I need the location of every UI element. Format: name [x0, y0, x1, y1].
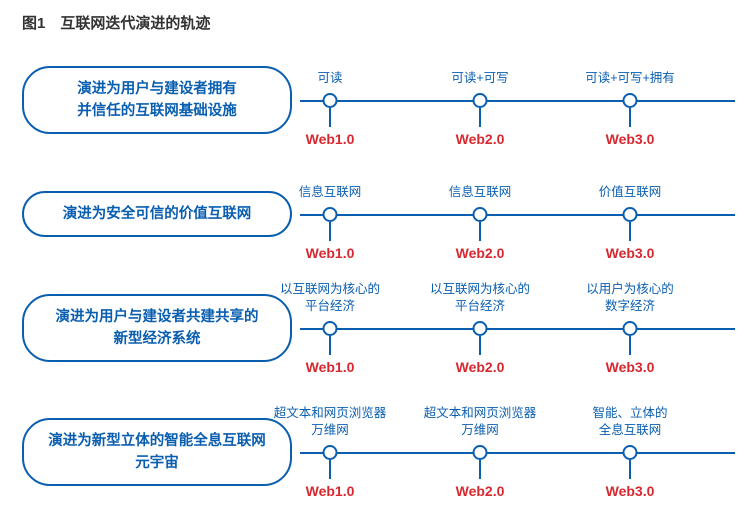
stage-stem: [629, 336, 631, 355]
timeline-stage: 可读+可写 Web2.0: [405, 70, 555, 147]
timeline-stage: 以互联网为核心的平台经济 Web2.0: [405, 281, 555, 375]
stage-marker: [555, 321, 705, 355]
stage-stem: [479, 460, 481, 479]
stage-stem: [329, 222, 331, 241]
figure-title: 图1 互联网迭代演进的轨迹: [22, 12, 210, 33]
stage-stem: [629, 108, 631, 127]
stage-top-label: 以互联网为核心的平台经济: [255, 281, 405, 315]
stage-marker: [255, 445, 405, 479]
stage-bottom-label: Web1.0: [255, 483, 405, 499]
stage-circle-icon: [323, 321, 338, 336]
stage-marker: [555, 207, 705, 241]
stage-marker: [405, 207, 555, 241]
stage-marker: [405, 321, 555, 355]
stage-bottom-label: Web2.0: [405, 245, 555, 261]
stage-stem: [629, 460, 631, 479]
stage-marker: [555, 93, 705, 127]
stage-stem: [479, 108, 481, 127]
stage-circle-icon: [473, 93, 488, 108]
timeline-stage: 可读 Web1.0: [255, 70, 405, 147]
stage-top-label: 超文本和网页浏览器万维网: [255, 405, 405, 439]
stage-bottom-label: Web3.0: [555, 131, 705, 147]
timeline-stage: 超文本和网页浏览器万维网 Web1.0: [255, 405, 405, 499]
evolution-row: 演进为用户与建设者拥有并信任的互联网基础设施可读 Web1.0 可读+可写 Web2.…: [0, 48, 747, 168]
evolution-row: 演进为用户与建设者共建共享的新型经济系统以互联网为核心的平台经济Web1.0以互…: [0, 276, 747, 396]
stage-bottom-label: Web2.0: [405, 359, 555, 375]
stage-bottom-label: Web2.0: [405, 131, 555, 147]
stage-circle-icon: [323, 445, 338, 460]
stage-bottom-label: Web3.0: [555, 245, 705, 261]
stage-circle-icon: [473, 207, 488, 222]
timeline-stage: 信息互联网 Web2.0: [405, 184, 555, 261]
stage-marker: [255, 321, 405, 355]
timeline-stage: 以用户为核心的数字经济 Web3.0: [555, 281, 705, 375]
stage-stem: [329, 108, 331, 127]
timeline-stage: 信息互联网 Web1.0: [255, 184, 405, 261]
stage-circle-icon: [623, 445, 638, 460]
stage-marker: [405, 93, 555, 127]
stage-circle-icon: [623, 321, 638, 336]
stage-marker: [255, 93, 405, 127]
timeline-stage: 智能、立体的全息互联网 Web3.0: [555, 405, 705, 499]
stage-circle-icon: [473, 445, 488, 460]
stage-top-label: 智能、立体的全息互联网: [555, 405, 705, 439]
timeline-stage: 以互联网为核心的平台经济 Web1.0: [255, 281, 405, 375]
stage-top-label: 可读+可写: [405, 70, 555, 87]
stage-top-label: 可读: [255, 70, 405, 87]
stage-top-label: 信息互联网: [255, 184, 405, 201]
stage-bottom-label: Web1.0: [255, 245, 405, 261]
row-label-pill: 演进为安全可信的价值互联网: [22, 191, 292, 237]
stage-bottom-label: Web1.0: [255, 359, 405, 375]
evolution-row: 演进为安全可信的价值互联网信息互联网Web1.0信息互联网Web2.0价值互联网…: [0, 162, 747, 282]
stage-marker: [405, 445, 555, 479]
stage-top-label: 价值互联网: [555, 184, 705, 201]
stage-stem: [329, 460, 331, 479]
stage-stem: [479, 336, 481, 355]
stage-stem: [329, 336, 331, 355]
stage-circle-icon: [323, 93, 338, 108]
timeline-stage: 价值互联网 Web3.0: [555, 184, 705, 261]
stage-bottom-label: Web2.0: [405, 483, 555, 499]
stage-marker: [555, 445, 705, 479]
stage-bottom-label: Web3.0: [555, 483, 705, 499]
stage-stem: [479, 222, 481, 241]
evolution-row: 演进为新型立体的智能全息互联网元宇宙超文本和网页浏览器万维网Web1.0超文本和…: [0, 400, 747, 520]
timeline-stage: 超文本和网页浏览器万维网 Web2.0: [405, 405, 555, 499]
stage-circle-icon: [623, 207, 638, 222]
stage-top-label: 以互联网为核心的平台经济: [405, 281, 555, 315]
stage-circle-icon: [473, 321, 488, 336]
stage-top-label: 超文本和网页浏览器万维网: [405, 405, 555, 439]
stage-top-label: 信息互联网: [405, 184, 555, 201]
stage-circle-icon: [323, 207, 338, 222]
row-label-pill: 演进为用户与建设者拥有并信任的互联网基础设施: [22, 66, 292, 135]
row-label-pill: 演进为用户与建设者共建共享的新型经济系统: [22, 294, 292, 363]
stage-circle-icon: [623, 93, 638, 108]
row-label-pill: 演进为新型立体的智能全息互联网元宇宙: [22, 418, 292, 487]
stage-bottom-label: Web1.0: [255, 131, 405, 147]
stage-bottom-label: Web3.0: [555, 359, 705, 375]
stage-top-label: 以用户为核心的数字经济: [555, 281, 705, 315]
stage-stem: [629, 222, 631, 241]
timeline-stage: 可读+可写+拥有 Web3.0: [555, 70, 705, 147]
stage-marker: [255, 207, 405, 241]
stage-top-label: 可读+可写+拥有: [555, 70, 705, 87]
